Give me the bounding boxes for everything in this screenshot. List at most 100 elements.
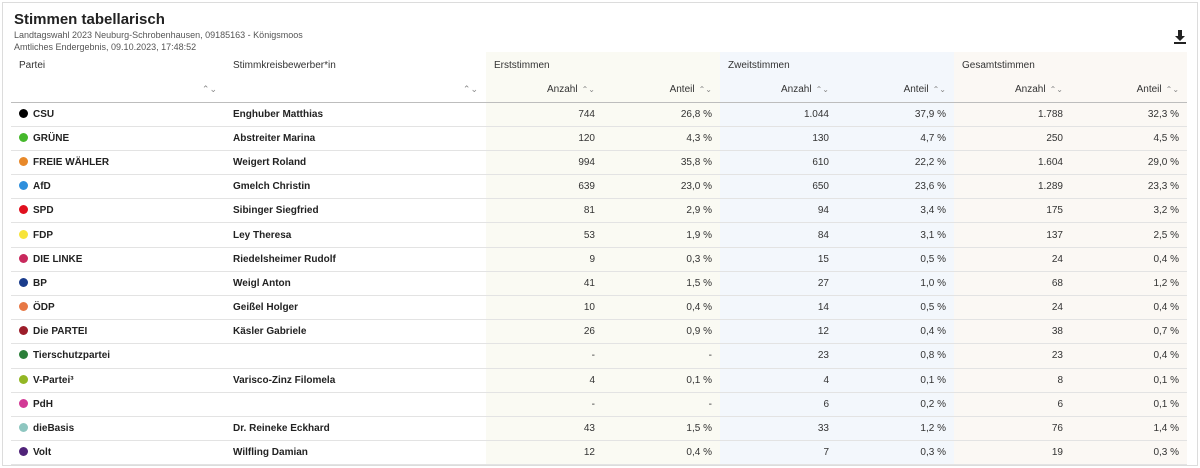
value-cell-z-ant: 4,7 % xyxy=(837,126,954,151)
value-cell-e-ant: 4,3 % xyxy=(603,126,720,151)
download-icon[interactable] xyxy=(1173,29,1187,45)
party-cell: Tierschutzpartei xyxy=(11,343,225,369)
value-cell-e-ant: - xyxy=(603,343,720,369)
value-cell-g-ant: 0,1 % xyxy=(1071,392,1188,417)
value-cell-e-ant: 0,4 % xyxy=(603,440,720,466)
value-cell-e-anz: 81 xyxy=(486,198,603,224)
party-cell: BP xyxy=(11,271,225,297)
party-name: ÖDP xyxy=(33,302,55,314)
value-cell-z-anz: 33 xyxy=(720,416,837,442)
value-cell-e-anz: 4 xyxy=(486,368,603,393)
value-cell-z-ant: 3,4 % xyxy=(837,198,954,224)
col-group-zweitstimmen: Zweitstimmen xyxy=(720,52,954,78)
col-header-kandidat: Stimmkreisbewerber*in xyxy=(233,59,336,71)
party-cell: SPD xyxy=(11,198,225,224)
party-color-dot xyxy=(19,253,28,263)
candidate-cell: Käsler Gabriele xyxy=(225,319,486,345)
value-cell-z-anz: 130 xyxy=(720,126,837,151)
table-row: ÖDP Geißel Holger 10 0,4 % 14 0,5 % 24 0,4 % xyxy=(11,295,1188,321)
value-cell-e-ant: 0,4 % xyxy=(603,295,720,321)
value-cell-z-anz: 6 xyxy=(720,392,837,417)
party-color-dot xyxy=(19,132,28,142)
value-cell-z-ant: 0,2 % xyxy=(837,392,954,417)
party-name: V-Partei³ xyxy=(33,374,74,386)
value-cell-z-anz: 7 xyxy=(720,440,837,466)
table-row: AfD Gmelch Christin 639 23,0 % 650 23,6 % 1.28… xyxy=(11,174,1188,200)
party-cell: DIE LINKE xyxy=(11,247,225,272)
page-title: Stimmen tabellarisch xyxy=(14,11,165,28)
value-cell-z-ant: 0,5 % xyxy=(837,295,954,321)
party-cell: PdH xyxy=(11,392,225,417)
value-cell-g-ant: 1,4 % xyxy=(1071,416,1188,442)
value-cell-e-anz: 9 xyxy=(486,247,603,272)
value-cell-e-ant: 0,9 % xyxy=(603,319,720,345)
party-cell: FDP xyxy=(11,222,225,248)
value-cell-z-anz: 1.044 xyxy=(720,102,837,127)
value-cell-g-anz: 76 xyxy=(954,416,1071,442)
value-cell-g-anz: 1.289 xyxy=(954,174,1071,200)
value-cell-g-ant: 0,3 % xyxy=(1071,440,1188,466)
party-color-dot xyxy=(19,108,28,118)
value-cell-z-ant: 1,0 % xyxy=(837,271,954,297)
value-cell-z-ant: 37,9 % xyxy=(837,102,954,127)
party-color-dot xyxy=(19,205,28,215)
result-status: Amtliches Endergebnis, 09.10.2023, 17:48… xyxy=(14,42,197,52)
party-name: AfD xyxy=(33,181,51,193)
party-color-dot xyxy=(19,374,28,384)
party-color-dot xyxy=(19,423,28,433)
value-cell-e-anz: 12 xyxy=(486,440,603,466)
value-cell-z-anz: 23 xyxy=(720,343,837,369)
value-cell-z-ant: 23,6 % xyxy=(837,174,954,200)
table-row: Die PARTEI Käsler Gabriele 26 0,9 % 12 0,4 % 3… xyxy=(11,319,1188,345)
sort-erst-anteil[interactable]: Anteil ⌃⌄ xyxy=(603,78,720,103)
sort-ges-anzahl[interactable]: Anzahl ⌃⌄ xyxy=(954,78,1071,103)
value-cell-z-anz: 650 xyxy=(720,174,837,200)
panel-header: Stimmen tabellarisch Landtagswahl 2023 N… xyxy=(14,11,303,53)
party-cell: Die PARTEI xyxy=(11,319,225,345)
table-row: CSU Enghuber Matthias 744 26,8 % 1.044 37,9 %… xyxy=(11,102,1188,127)
value-cell-g-anz: 24 xyxy=(954,295,1071,321)
election-subtitle: Landtagswahl 2023 Neuburg-Schrobenhausen… xyxy=(14,30,303,40)
candidate-cell: Abstreiter Marina xyxy=(225,126,486,151)
candidate-cell: Enghuber Matthias xyxy=(225,102,486,127)
sort-erst-anzahl[interactable]: Anzahl ⌃⌄ xyxy=(486,78,603,103)
party-color-dot xyxy=(19,447,28,457)
value-cell-g-ant: 1,2 % xyxy=(1071,271,1188,297)
value-cell-g-ant: 2,5 % xyxy=(1071,222,1188,248)
value-cell-g-anz: 1.788 xyxy=(954,102,1071,127)
sort-partei-icon[interactable]: ⌃⌄ xyxy=(201,84,217,95)
party-cell: GRÜNE xyxy=(11,126,225,151)
col-header-partei: Partei xyxy=(19,59,46,71)
value-cell-z-ant: 0,8 % xyxy=(837,343,954,369)
party-cell: dieBasis xyxy=(11,416,225,442)
table-row: Tierschutzpartei - -23 0,8 % 23 0,4 % xyxy=(11,343,1188,369)
value-cell-e-ant: 35,8 % xyxy=(603,150,720,176)
sort-ges-anteil[interactable]: Anteil ⌃⌄ xyxy=(1071,78,1188,103)
value-cell-g-anz: 38 xyxy=(954,319,1071,345)
value-cell-e-ant: 1,5 % xyxy=(603,416,720,442)
party-name: GRÜNE xyxy=(33,132,70,144)
sort-kandidat-icon[interactable]: ⌃⌄ xyxy=(462,84,478,95)
value-cell-g-anz: 23 xyxy=(954,343,1071,369)
sort-zweit-anzahl[interactable]: Anzahl ⌃⌄ xyxy=(720,78,837,103)
party-name: FREIE WÄHLER xyxy=(33,156,110,168)
table-row: PdH - -6 0,2 % 6 0,1 % xyxy=(11,392,1188,417)
value-cell-g-anz: 8 xyxy=(954,368,1071,393)
table-row: Volt Wilfling Damian 12 0,4 % 7 0,3 % 19 0,3 % xyxy=(11,440,1188,466)
value-cell-e-anz: - xyxy=(486,343,603,369)
value-cell-g-anz: 1.604 xyxy=(954,150,1071,176)
party-cell: ÖDP xyxy=(11,295,225,321)
value-cell-e-ant: 0,1 % xyxy=(603,368,720,393)
value-cell-g-ant: 0,4 % xyxy=(1071,295,1188,321)
value-cell-e-ant: 2,9 % xyxy=(603,198,720,224)
value-cell-e-anz: 744 xyxy=(486,102,603,127)
value-cell-g-anz: 175 xyxy=(954,198,1071,224)
party-name: FDP xyxy=(33,229,53,241)
sort-zweit-anteil[interactable]: Anteil ⌃⌄ xyxy=(837,78,954,103)
candidate-cell: Dr. Reineke Eckhard xyxy=(225,416,486,442)
party-cell: Volt xyxy=(11,440,225,466)
value-cell-e-anz: 41 xyxy=(486,271,603,297)
value-cell-e-ant: 26,8 % xyxy=(603,102,720,127)
value-cell-z-anz: 94 xyxy=(720,198,837,224)
value-cell-e-ant: 1,9 % xyxy=(603,222,720,248)
